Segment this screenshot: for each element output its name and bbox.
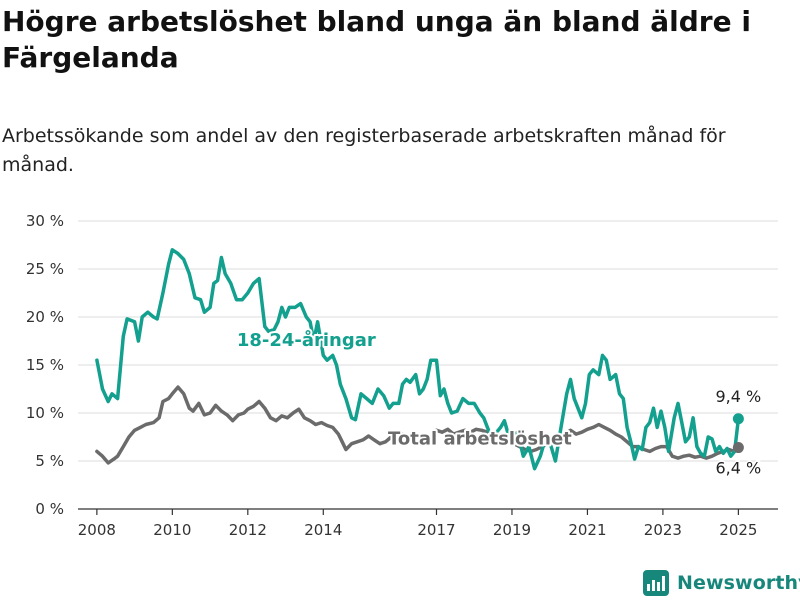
- axes: 0 % 5 % 10 % 15 % 20 % 25 % 30 % 2008 2010 2012 20…: [26, 212, 778, 539]
- brand-name: Newsworthy: [677, 572, 800, 594]
- end-label-total: 6,4 %: [716, 459, 762, 478]
- y-tick-label: 30 %: [26, 212, 64, 230]
- x-tick-label: 2010: [153, 521, 191, 539]
- series-lines: [95, 248, 744, 471]
- y-tick-label: 25 %: [26, 260, 64, 278]
- bar-chart-logo-icon: [643, 570, 669, 596]
- y-tick-label: 0 %: [35, 500, 64, 518]
- end-point-18-24: [732, 413, 744, 425]
- x-tick-label: 2012: [229, 521, 267, 539]
- series-line-18-24: [95, 248, 741, 471]
- x-tick-label: 2023: [644, 521, 682, 539]
- x-tick-label: 2019: [493, 521, 531, 539]
- chart-labels: 18-24-åringar Total arbetslöshet 9,4 % 6,4 …: [235, 327, 763, 479]
- y-tick-label: 15 %: [26, 356, 64, 374]
- x-tick-label: 2021: [568, 521, 606, 539]
- series-line-total: [95, 385, 741, 465]
- newsworthy-brand: Newsworthy: [643, 568, 800, 598]
- y-tick-label: 10 %: [26, 404, 64, 422]
- series-label-total: Total arbetslöshet: [388, 429, 572, 450]
- series-label-18-24: 18-24-åringar: [237, 329, 376, 351]
- end-label-18-24: 9,4 %: [716, 387, 762, 406]
- y-tick-label: 20 %: [26, 308, 64, 326]
- x-tick-label: 2017: [417, 521, 455, 539]
- end-point-total: [732, 442, 744, 454]
- x-tick-label: 2014: [304, 521, 342, 539]
- y-tick-label: 5 %: [35, 452, 64, 470]
- x-tick-label: 2025: [719, 521, 757, 539]
- line-chart: 0 % 5 % 10 % 15 % 20 % 25 % 30 % 2008 2010 2012 20…: [26, 212, 778, 539]
- x-tick-label: 2008: [78, 521, 116, 539]
- page-subtitle: Arbetssökande som andel av den registerb…: [2, 125, 726, 176]
- page-title: Högre arbetslöshet bland unga än bland ä…: [2, 5, 751, 74]
